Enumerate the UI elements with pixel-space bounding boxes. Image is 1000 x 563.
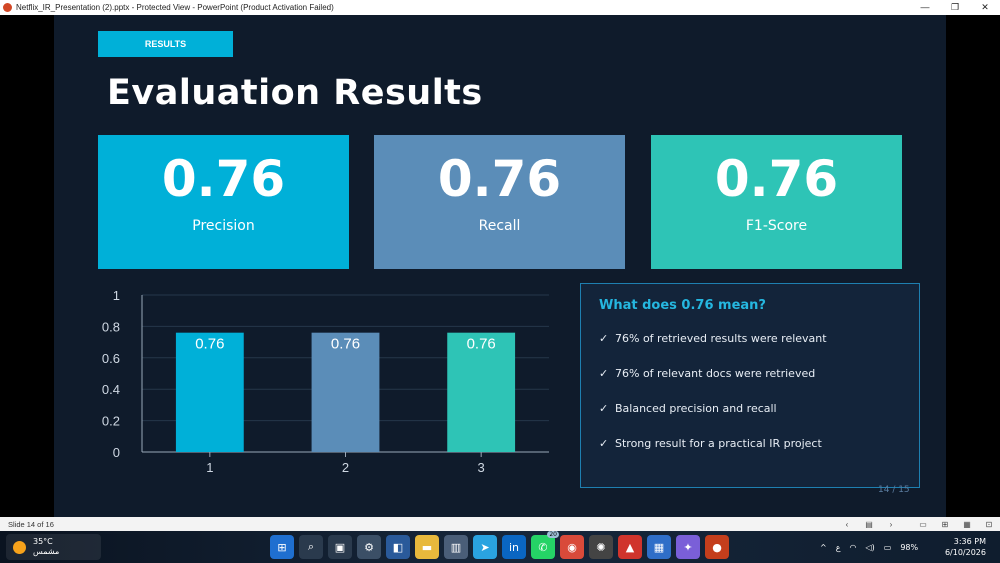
powerpoint-icon[interactable]: ● xyxy=(705,535,729,559)
battery-icon[interactable]: ▭ xyxy=(883,542,892,552)
close-button[interactable]: ✕ xyxy=(981,2,989,12)
chatgpt-icon[interactable]: ✺ xyxy=(589,535,613,559)
chevron-up-icon[interactable]: ^ xyxy=(820,542,827,552)
notification-badge: 20 xyxy=(547,531,559,538)
card-value: 0.76 xyxy=(714,150,839,208)
check-icon: ✓ xyxy=(599,402,609,415)
settings-icon[interactable]: ⚙ xyxy=(357,535,381,559)
y-tick-label: 0.4 xyxy=(102,382,120,397)
x-tick-label: 3 xyxy=(478,460,485,475)
slide[interactable]: RESULTS Evaluation Results 0.76 Precisio… xyxy=(54,15,946,517)
y-tick-label: 1 xyxy=(113,288,120,303)
outlook-icon[interactable]: ▦ xyxy=(647,535,671,559)
volume-icon[interactable]: ◁) xyxy=(865,542,875,552)
task-view-icon[interactable]: ▣ xyxy=(328,535,352,559)
copilot-icon[interactable]: ✦ xyxy=(676,535,700,559)
minimize-button[interactable]: — xyxy=(920,2,930,12)
list-item: ✓ Strong result for a practical IR projec… xyxy=(599,437,901,450)
sun-icon xyxy=(13,540,26,554)
weather-widget[interactable]: 35°C مشمس xyxy=(6,534,101,560)
bar-1 xyxy=(175,332,244,452)
whatsapp-icon[interactable]: ✆ 20 xyxy=(531,531,559,559)
list-item: ✓ 76% of retrieved results were relevant xyxy=(599,332,901,345)
y-tick-label: 0.2 xyxy=(102,414,120,429)
check-icon: ✓ xyxy=(599,437,609,450)
powerpoint-icon xyxy=(3,3,12,12)
date: 6/10/2026 xyxy=(944,548,986,557)
card-value: 0.76 xyxy=(437,150,562,208)
reading-view-button[interactable]: ▦ xyxy=(963,519,971,529)
status-bar: Slide 14 of 16 ‹ ▤ › ▭ ⊞ ▦ ⊡ xyxy=(0,517,1000,531)
windows-icon[interactable]: ⊞ xyxy=(270,535,294,559)
slide-list-button[interactable]: ▤ xyxy=(865,519,873,529)
page-number: 14 / 15 xyxy=(878,485,910,495)
y-tick-label: 0.8 xyxy=(102,319,120,334)
f1-score-card: 0.76 F1-Score xyxy=(651,135,902,269)
system-tray: ^ ع ◠ ◁) ▭ 98% xyxy=(820,531,927,563)
weather-desc: مشمس xyxy=(33,547,60,556)
recall-card: 0.76 Recall xyxy=(374,135,625,269)
slide-counter: Slide 14 of 16 xyxy=(8,519,54,529)
data-label: 0.76 xyxy=(195,336,224,353)
data-label: 0.76 xyxy=(467,336,496,353)
wifi-icon[interactable]: ◠ xyxy=(849,542,857,552)
language-indicator[interactable]: ع xyxy=(835,542,841,552)
taskbar-apps: ⊞ ⌕ ▣ ⚙ ◧ ▬ ▥ ➤ in ✆ 20 ◉ ✺ ▲ ▦ ✦ ● xyxy=(270,531,734,559)
precision-card: 0.76 Precision xyxy=(98,135,349,269)
slide-workspace: RESULTS Evaluation Results 0.76 Precisio… xyxy=(0,15,1000,517)
card-value: 0.76 xyxy=(161,150,286,208)
info-list: ✓ 76% of retrieved results were relevant … xyxy=(599,332,901,450)
widget-icon[interactable]: ◧ xyxy=(386,535,410,559)
section-tag: RESULTS xyxy=(98,31,233,57)
clock[interactable]: 3:36 PM 6/10/2026 xyxy=(945,536,986,558)
previous-slide-button[interactable]: ‹ xyxy=(845,519,849,529)
linkedin-icon[interactable]: in xyxy=(502,535,526,559)
list-item: ✓ 76% of relevant docs were retrieved xyxy=(599,367,901,380)
pdf-icon[interactable]: ▲ xyxy=(618,535,642,559)
x-tick-label: 1 xyxy=(206,460,213,475)
normal-view-button[interactable]: ▭ xyxy=(919,519,927,529)
slideshow-button[interactable]: ⊡ xyxy=(985,519,993,529)
y-tick-label: 0.6 xyxy=(102,351,120,366)
window-title: Netflix_IR_Presentation (2).pptx - Prote… xyxy=(16,3,334,12)
chrome-icon[interactable]: ◉ xyxy=(560,535,584,559)
weather-temp: 35°C xyxy=(33,537,53,546)
store-icon[interactable]: ▥ xyxy=(444,535,468,559)
card-label: F1-Score xyxy=(745,218,808,234)
check-icon: ✓ xyxy=(599,367,609,380)
info-heading: What does 0.76 mean? xyxy=(599,298,766,313)
info-box: What does 0.76 mean? ✓ 76% of retrieved r… xyxy=(580,283,920,488)
x-tick-label: 2 xyxy=(342,460,349,475)
card-label: Recall xyxy=(478,218,521,234)
slide-title: Evaluation Results xyxy=(107,73,483,113)
list-item-text: 76% of relevant docs were retrieved xyxy=(615,367,816,380)
list-item-text: Strong result for a practical IR project xyxy=(615,437,822,450)
taskbar: 35°C مشمس ⊞ ⌕ ▣ ⚙ ◧ ▬ ▥ ➤ in ✆ 20 ◉ ✺ ▲ ▦ ✦ ● ^ ع ◠ ◁) ▭… xyxy=(0,531,1000,563)
list-item-text: 76% of retrieved results were relevant xyxy=(615,332,827,345)
data-label: 0.76 xyxy=(331,336,360,353)
battery-level: 98% xyxy=(900,542,919,552)
y-tick-label: 0 xyxy=(113,445,120,460)
telegram-icon[interactable]: ➤ xyxy=(473,535,497,559)
bar-2 xyxy=(311,332,380,452)
restore-button[interactable]: ❐ xyxy=(950,2,960,12)
check-icon: ✓ xyxy=(599,332,609,345)
bar-chart: 0 0.2 0.4 0.6 0.8 1 0.76 1 0.76 2 0.76 3 xyxy=(102,288,549,475)
next-slide-button[interactable]: › xyxy=(889,519,893,529)
search-icon[interactable]: ⌕ xyxy=(299,535,323,559)
bar-3 xyxy=(447,332,516,452)
list-item-text: Balanced precision and recall xyxy=(615,402,777,415)
list-item: ✓ Balanced precision and recall xyxy=(599,402,901,415)
card-label: Precision xyxy=(192,218,255,234)
title-bar: Netflix_IR_Presentation (2).pptx - Prote… xyxy=(0,0,1000,15)
folder-icon[interactable]: ▬ xyxy=(415,535,439,559)
time: 3:36 PM xyxy=(953,537,986,546)
slide-sorter-button[interactable]: ⊞ xyxy=(941,519,949,529)
